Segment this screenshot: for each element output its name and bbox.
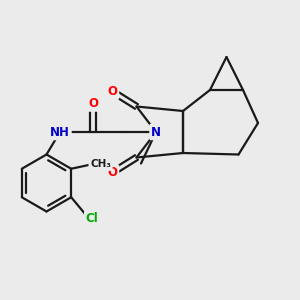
Text: CH₃: CH₃ <box>90 159 111 169</box>
Text: NH: NH <box>50 125 70 139</box>
Text: Cl: Cl <box>86 212 99 225</box>
Text: O: O <box>88 97 98 110</box>
Text: O: O <box>107 166 118 179</box>
Text: N: N <box>151 125 161 139</box>
Text: O: O <box>107 85 118 98</box>
